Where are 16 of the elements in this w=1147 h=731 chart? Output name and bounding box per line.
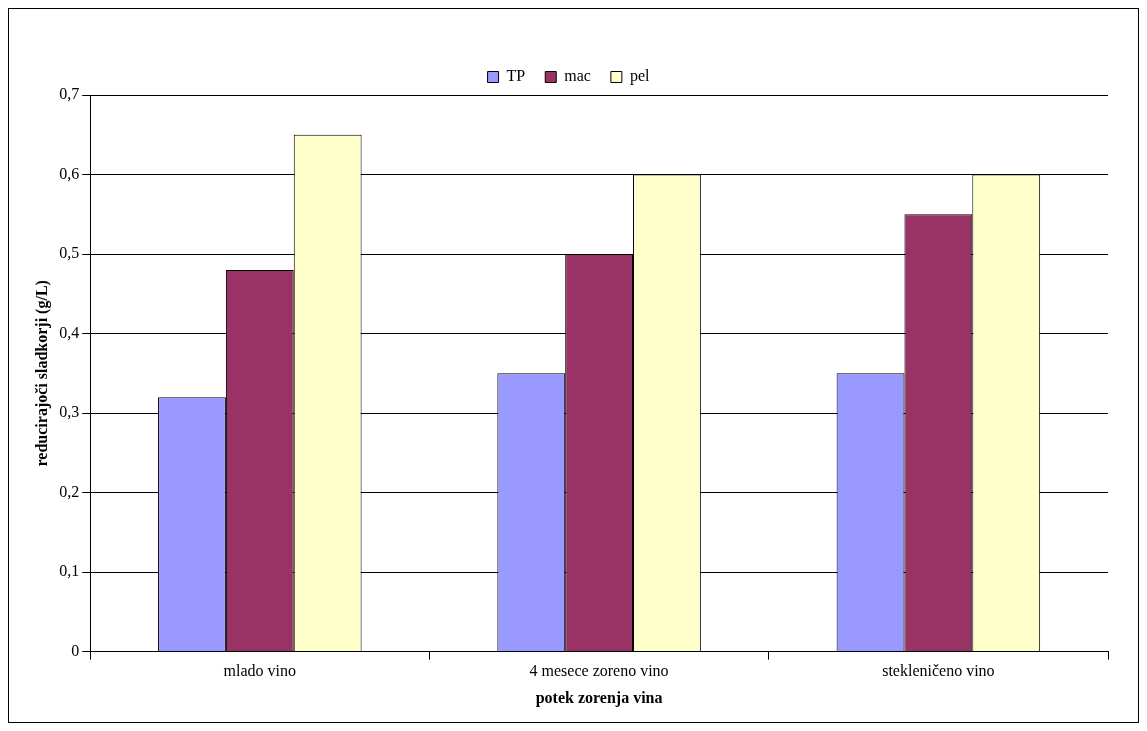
legend-label: pel [629,67,650,86]
y-tick-label: 0 [71,641,80,659]
y-tick-label: 0,7 [59,85,80,103]
legend-label: TP [506,67,526,85]
y-tick-label: 0,6 [59,164,80,182]
y-tick-label: 0,2 [59,482,80,500]
y-tick-label: 0,1 [59,562,80,580]
x-axis-title: potek zorenja vina [535,688,663,707]
x-tick-label: stekleničeno vino [882,662,995,680]
y-axis-title: reducirajoči sladkorji (g/L) [32,280,51,467]
x-tick-label: 4 mesece zoreno vino [529,662,669,680]
y-tick-label: 0,4 [59,323,80,341]
y-tick-label: 0,3 [59,403,80,421]
legend-label: mac [564,67,591,85]
x-tick-label: mlado vino [223,662,297,680]
y-tick-label: 0,5 [59,244,80,262]
